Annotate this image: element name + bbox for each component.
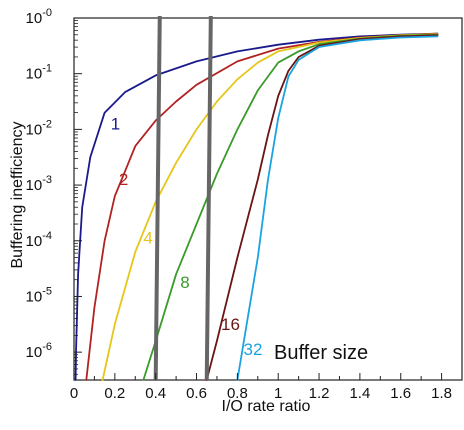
series-label-1: 1 — [111, 114, 120, 133]
series-line-16 — [205, 34, 439, 381]
series-label-2: 2 — [119, 170, 128, 189]
plot-frame — [73, 17, 463, 381]
series-label-4: 4 — [143, 229, 152, 248]
x-tick-label: 1.2 — [309, 385, 330, 402]
series-label-16: 16 — [221, 315, 240, 334]
y-tick-label: 10-4 — [26, 230, 52, 250]
x-tick-label: 1.6 — [390, 385, 411, 402]
x-tick-label: 0.8 — [227, 385, 248, 402]
x-tick-label: 0 — [70, 385, 78, 402]
axes: 0 0.2 0.4 0.6 0.8 1 1.2 1.4 1.6 1.8 10-0 10-1 10-2 10… — [26, 7, 463, 402]
vertical-lines — [153, 15, 213, 381]
y-tick-label: 10-3 — [26, 174, 52, 194]
buffer-size-annotation: Buffer size — [274, 342, 368, 364]
x-tick-label: 1.8 — [431, 385, 452, 402]
y-tick-label: 10-0 — [26, 7, 52, 27]
series-line-32 — [236, 35, 439, 381]
plot-area — [73, 17, 463, 381]
series-line-1 — [74, 32, 439, 381]
x-tick-label: 0.4 — [145, 385, 166, 402]
series-label-8: 8 — [180, 273, 189, 292]
y-tick-label: 10-2 — [26, 118, 52, 138]
y-tick-label: 10-6 — [26, 341, 52, 361]
x-tick-label: 0.6 — [186, 385, 207, 402]
x-axis-title: I/O rate ratio — [222, 398, 311, 415]
y-tick-label: 10-5 — [26, 285, 52, 305]
vertical-line-1 — [153, 15, 162, 381]
y-axis-title: Buffering inefficiency — [9, 121, 26, 268]
series-line-4 — [101, 33, 439, 381]
y-tick-label: 10-1 — [26, 63, 52, 83]
x-tick-label: 0.2 — [104, 385, 125, 402]
vertical-line-2 — [204, 15, 213, 381]
x-tick-label: 1 — [274, 385, 282, 402]
x-tick-label: 1.4 — [349, 385, 370, 402]
series-line-8 — [142, 33, 439, 381]
series-label-32: 32 — [243, 340, 262, 359]
